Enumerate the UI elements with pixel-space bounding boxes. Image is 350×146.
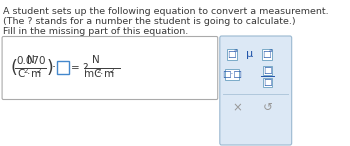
FancyBboxPatch shape <box>228 48 237 60</box>
Text: ): ) <box>47 59 54 77</box>
Text: □: □ <box>262 50 271 59</box>
Text: C: C <box>18 69 25 79</box>
Text: N: N <box>92 55 100 65</box>
Text: N: N <box>27 55 35 65</box>
Text: a: a <box>234 48 238 53</box>
Text: a: a <box>269 48 273 53</box>
Text: mC: mC <box>84 69 102 79</box>
Text: (The ? stands for a number the student is going to calculate.): (The ? stands for a number the student i… <box>4 17 296 26</box>
Text: 2: 2 <box>96 68 100 74</box>
Text: Fill in the missing part of this equation.: Fill in the missing part of this equatio… <box>4 27 189 36</box>
Text: ·: · <box>52 61 56 74</box>
Text: m: m <box>104 69 114 79</box>
Text: μ: μ <box>246 49 253 59</box>
FancyBboxPatch shape <box>2 36 218 100</box>
Text: □: □ <box>263 78 272 87</box>
FancyBboxPatch shape <box>225 68 239 80</box>
FancyBboxPatch shape <box>262 48 272 60</box>
FancyBboxPatch shape <box>263 66 272 74</box>
Text: □: □ <box>227 50 236 59</box>
FancyBboxPatch shape <box>220 36 292 145</box>
Text: 0.070: 0.070 <box>16 56 46 66</box>
Text: □·□: □·□ <box>222 70 242 79</box>
Text: m: m <box>31 69 41 79</box>
Text: 2: 2 <box>37 68 41 74</box>
Text: = ?: = ? <box>71 63 89 73</box>
Text: ·: · <box>27 69 30 79</box>
Text: ·: · <box>99 69 103 79</box>
Text: ↺: ↺ <box>262 101 272 114</box>
Text: 2: 2 <box>110 68 114 74</box>
FancyBboxPatch shape <box>57 61 69 74</box>
Text: □: □ <box>263 66 272 75</box>
Text: A student sets up the following equation to convert a measurement.: A student sets up the following equation… <box>4 7 329 16</box>
Text: (: ( <box>10 59 17 77</box>
Text: 2: 2 <box>23 68 28 74</box>
FancyBboxPatch shape <box>263 78 272 86</box>
Text: ×: × <box>232 101 242 114</box>
